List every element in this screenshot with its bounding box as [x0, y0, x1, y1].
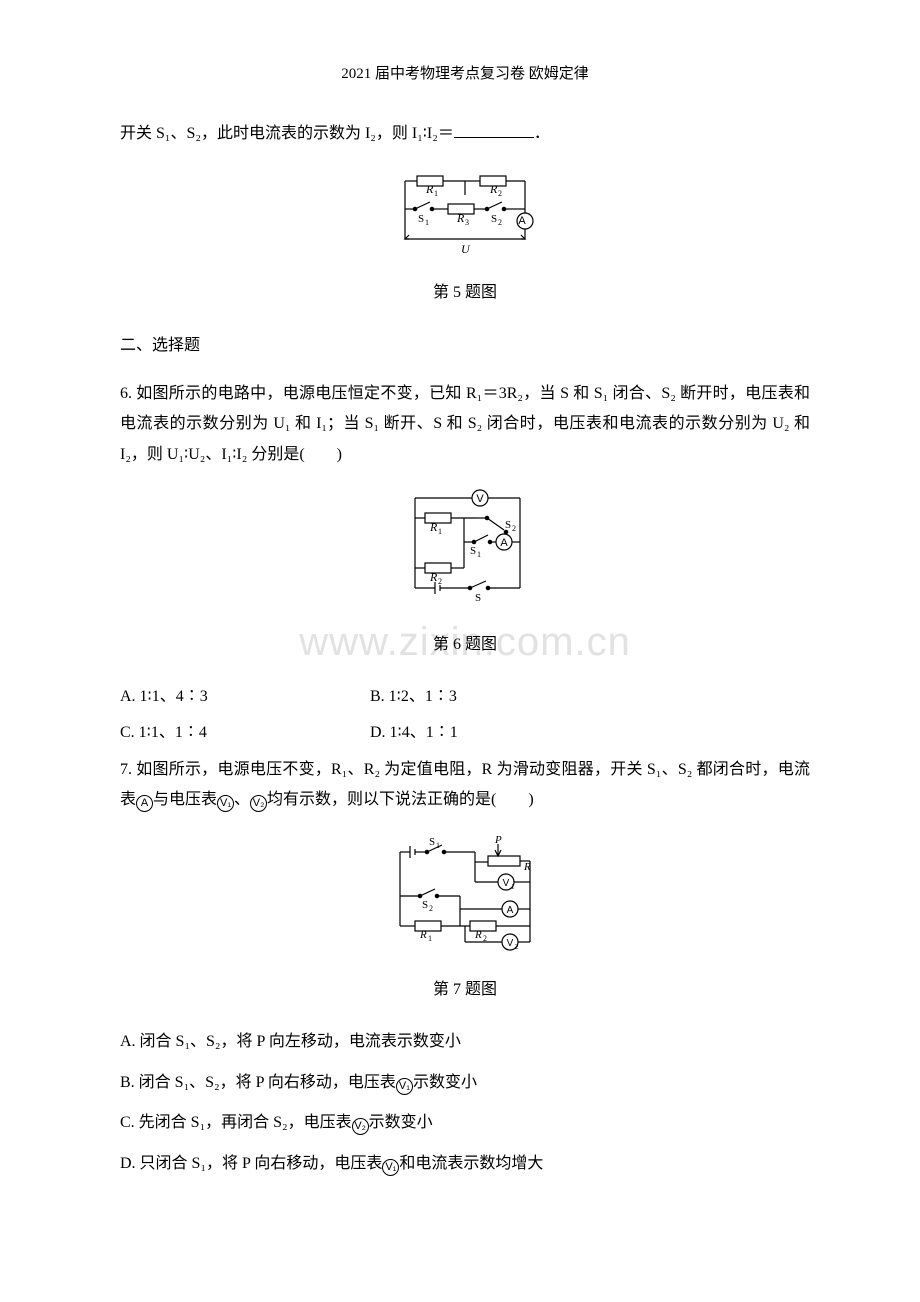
svg-text:U: U: [461, 242, 471, 256]
svg-text:2: 2: [429, 904, 433, 913]
svg-text:A: A: [507, 905, 514, 916]
svg-text:1: 1: [438, 527, 442, 536]
circled-v1-icon: V₁: [217, 795, 234, 812]
svg-text:R: R: [523, 861, 531, 873]
svg-text:R: R: [456, 211, 465, 225]
q5-caption: 第 5 题图: [120, 278, 810, 308]
q6-diagram: V R1 S2 S1 A R2 S: [120, 488, 810, 619]
q6-text: 6. 如图所示的电路中，电源电压恒定不变，已知 R₁＝3R₂，当 S 和 S₁ …: [120, 379, 810, 470]
q6-opt-b: B. 1∶2、1∶3: [370, 682, 620, 712]
circled-v1-icon-b: V₁: [396, 1078, 413, 1095]
svg-text:1: 1: [436, 841, 440, 850]
q7-text-b: 与电压表: [153, 791, 217, 808]
q6-opt-c: C. 1∶1、1∶4: [120, 718, 370, 748]
svg-text:R: R: [419, 929, 427, 941]
q6-opt-d: D. 1∶4、1∶1: [370, 718, 620, 748]
q6-caption: 第 6 题图: [120, 630, 810, 660]
svg-text:R: R: [429, 570, 438, 584]
svg-text:V: V: [507, 938, 514, 949]
q7-opt-c-pre: C. 先闭合 S₁，再闭合 S₂，电压表: [120, 1114, 352, 1131]
svg-text:V: V: [503, 878, 510, 889]
page-header: 2021 届中考物理考点复习卷 欧姆定律: [120, 60, 810, 89]
blank-fill: [454, 122, 534, 138]
q5-tail: 开关 S₁、S₂，此时电流表的示数为 I₂，则 I₁∶I₂＝ ．: [120, 119, 810, 149]
svg-text:S: S: [418, 213, 424, 225]
q7-opt-d-pre: D. 只闭合 S₁，将 P 向右移动，电压表: [120, 1155, 382, 1172]
circled-v2-icon-c: V₂: [352, 1118, 369, 1135]
q7-opt-b-pre: B. 闭合 S₁、S₂，将 P 向右移动，电压表: [120, 1074, 396, 1091]
circled-v1-icon-d: V₁: [382, 1159, 399, 1176]
svg-text:R: R: [429, 520, 438, 534]
svg-text:R: R: [425, 182, 434, 196]
q7-opt-b-post: 示数变小: [413, 1074, 477, 1091]
svg-text:S: S: [475, 592, 481, 604]
svg-text:S: S: [491, 213, 497, 225]
svg-text:2: 2: [512, 524, 516, 533]
q7-opt-d-post: 和电流表示数均增大: [399, 1155, 543, 1172]
q7-opt-a: A. 闭合 S₁、S₂，将 P 向左移动，电流表示数变小: [120, 1027, 810, 1057]
svg-text:1: 1: [425, 218, 429, 227]
section-2-heading: 二、选择题: [120, 331, 810, 361]
q6-options-row1: A. 1∶1、4∶3 B. 1∶2、1∶3: [120, 682, 810, 712]
q5-tail-text: 开关 S₁、S₂，此时电流表的示数为 I₂，则 I₁∶I₂＝: [120, 125, 454, 142]
q7-opt-c: C. 先闭合 S₁，再闭合 S₂，电压表V₂示数变小: [120, 1108, 810, 1138]
q5-diagram: A R1 R2 S1 R3 S2 U: [120, 167, 810, 268]
svg-text:1: 1: [511, 883, 515, 891]
q7-opt-d: D. 只闭合 S₁，将 P 向右移动，电压表V₁和电流表示数均增大: [120, 1149, 810, 1179]
q7-text: 7. 如图所示，电源电压不变，R₁、R₂ 为定值电阻，R 为滑动变阻器，开关 S…: [120, 755, 810, 816]
svg-text:V: V: [476, 493, 484, 505]
svg-text:2: 2: [483, 934, 487, 943]
svg-text:2: 2: [515, 943, 519, 951]
svg-text:A: A: [518, 215, 526, 227]
q7-text-c: 、: [234, 791, 250, 808]
svg-text:S: S: [422, 899, 428, 911]
q6-options-row2: C. 1∶1、1∶4 D. 1∶4、1∶1: [120, 718, 810, 748]
q7-diagram: S1 P R V1 S2 A R1 R2 V2: [120, 834, 810, 965]
svg-text:1: 1: [434, 189, 438, 198]
svg-text:P: P: [494, 834, 502, 846]
svg-text:2: 2: [498, 218, 502, 227]
svg-text:A: A: [500, 537, 508, 549]
svg-text:1: 1: [477, 550, 481, 559]
svg-text:S: S: [429, 836, 435, 848]
svg-text:R: R: [474, 929, 482, 941]
svg-text:S: S: [505, 519, 511, 531]
q7-opt-c-post: 示数变小: [369, 1114, 433, 1131]
svg-text:3: 3: [465, 218, 469, 227]
svg-text:S: S: [470, 545, 476, 557]
q6-opt-a: A. 1∶1、4∶3: [120, 682, 370, 712]
circled-v2-icon: V₂: [250, 795, 267, 812]
svg-text:2: 2: [438, 577, 442, 586]
svg-text:R: R: [489, 182, 498, 196]
q7-opt-b: B. 闭合 S₁、S₂，将 P 向右移动，电压表V₁示数变小: [120, 1068, 810, 1098]
q7-caption: 第 7 题图: [120, 975, 810, 1005]
circled-a-icon: A: [136, 795, 153, 812]
q5-tail-end: ．: [534, 125, 550, 142]
svg-text:1: 1: [428, 934, 432, 943]
svg-text:2: 2: [498, 189, 502, 198]
q7-text-d: 均有示数，则以下说法正确的是( ): [267, 791, 534, 808]
